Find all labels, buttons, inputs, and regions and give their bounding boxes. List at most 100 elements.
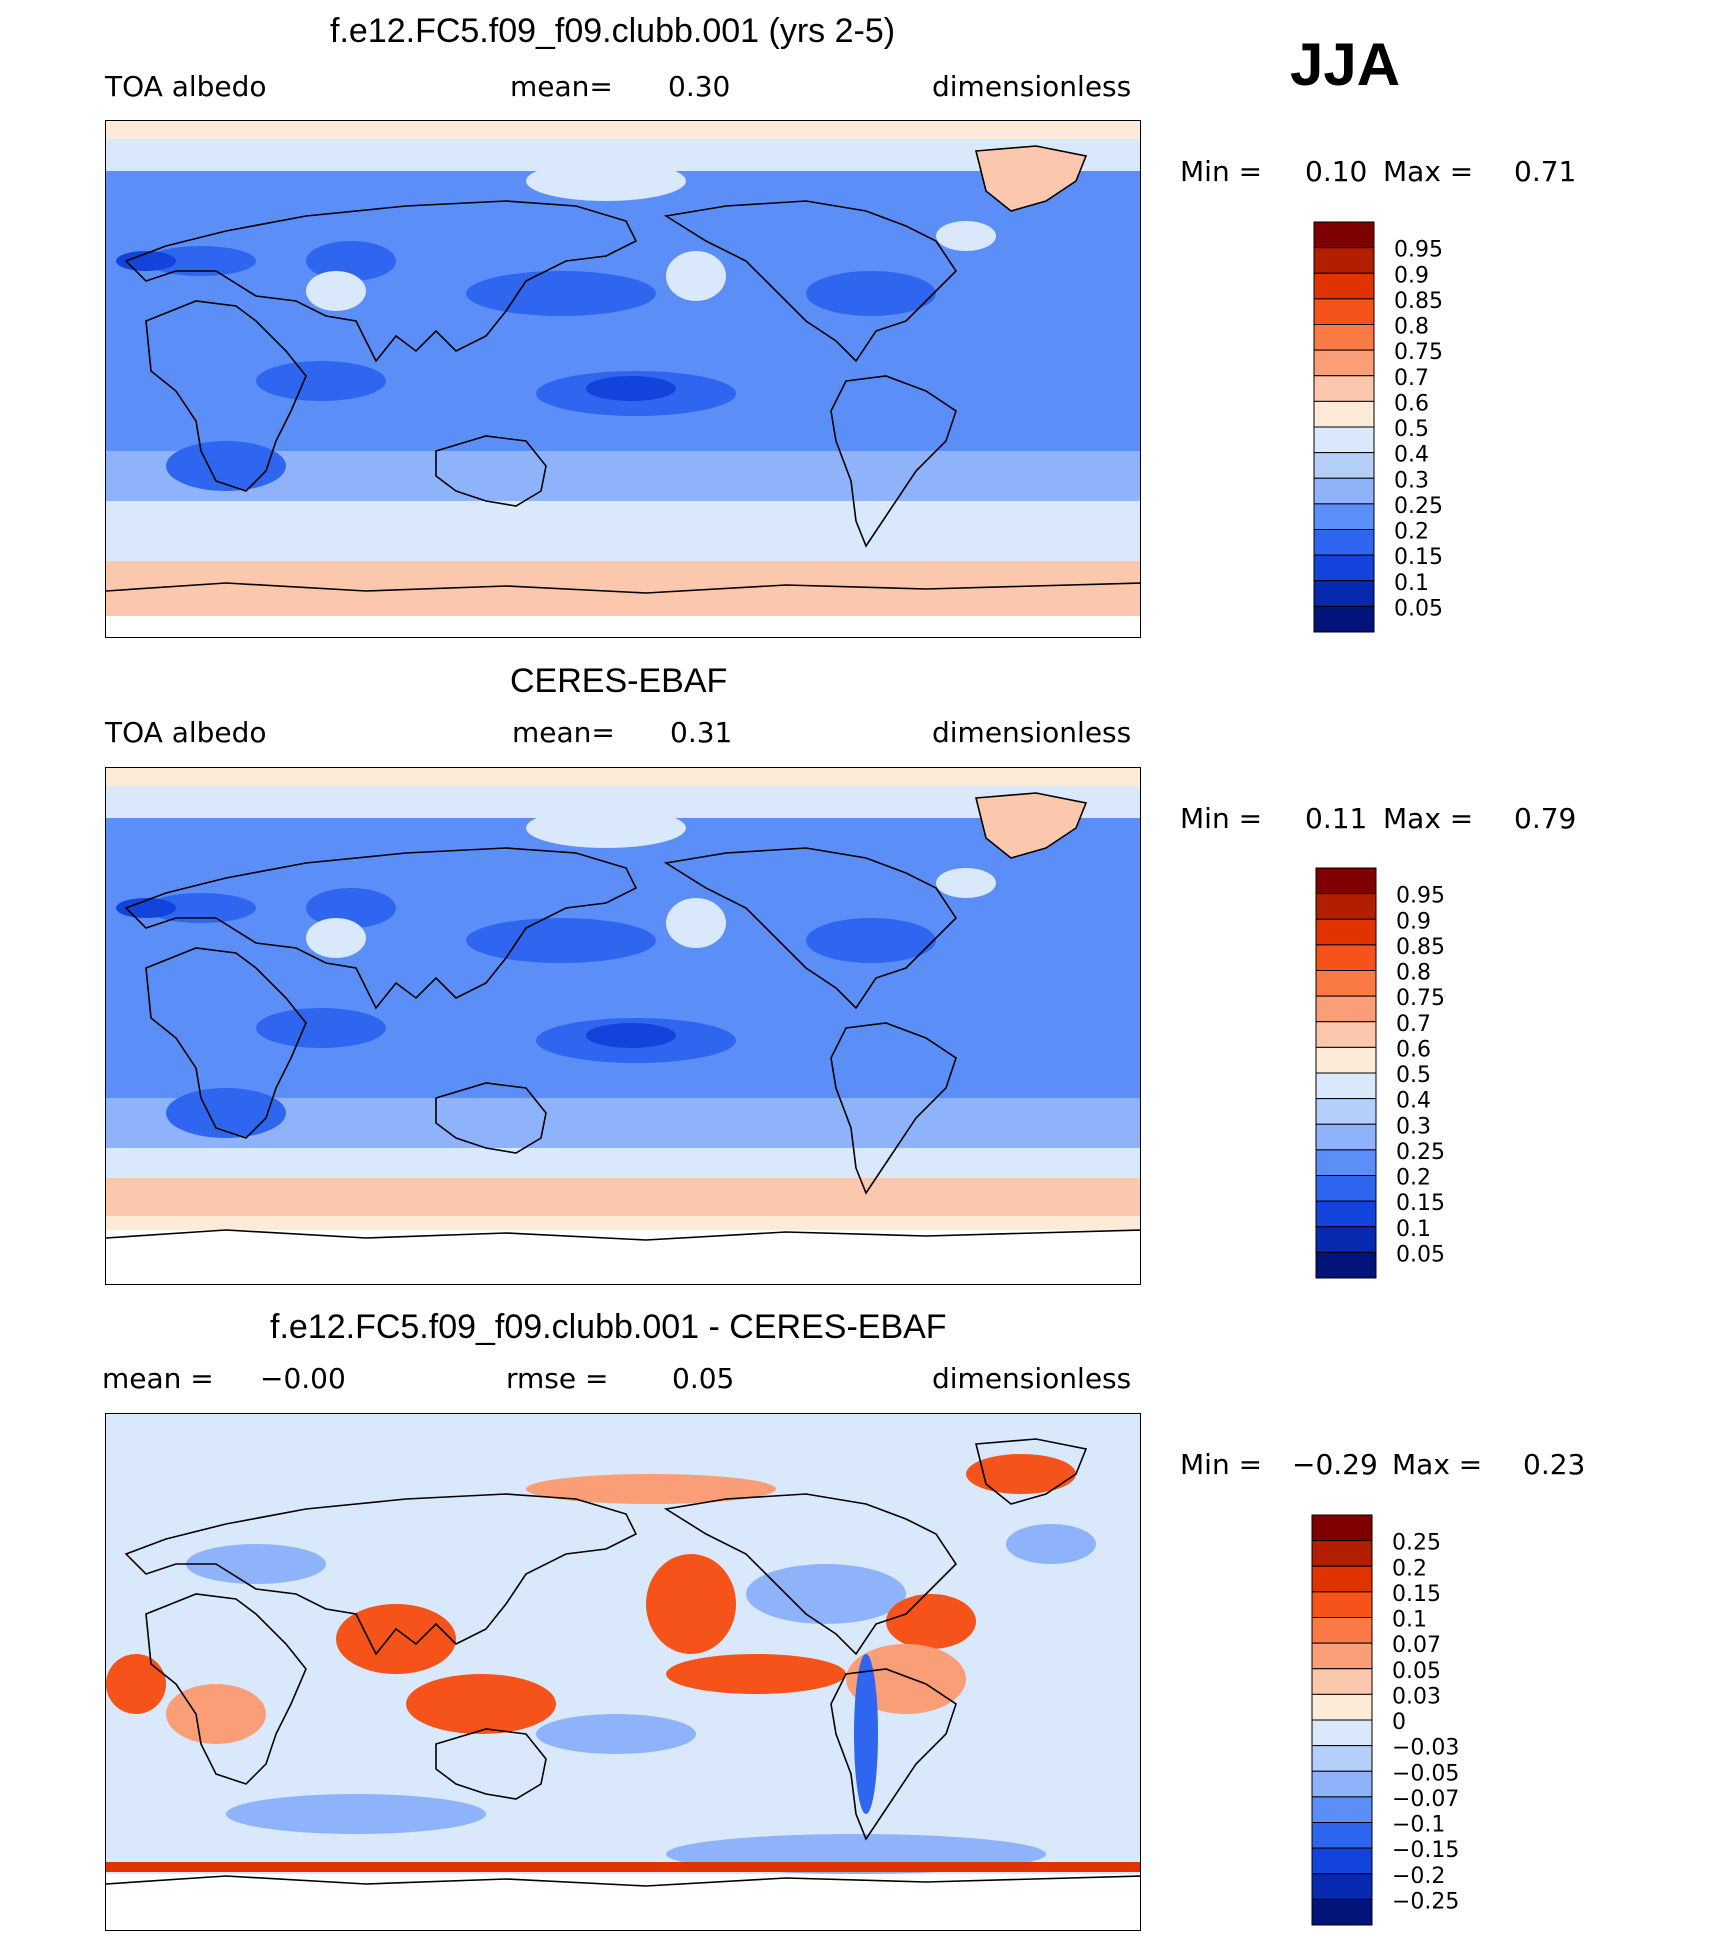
panel1-min-value: 0.10 <box>1305 155 1368 188</box>
colorbar-tick-label: 0.25 <box>1394 494 1443 519</box>
low-albedo-region <box>256 361 386 401</box>
panel1-max-label: Max = <box>1383 155 1474 188</box>
colorbar-tick-label: 0.6 <box>1396 1037 1431 1062</box>
colorbar-tick-label: 0.1 <box>1396 1217 1431 1242</box>
negative-anomaly-region <box>746 1564 906 1624</box>
colorbar-tick-label: −0.05 <box>1392 1761 1459 1786</box>
colorbar-tick-label: 0.9 <box>1394 263 1429 288</box>
positive-anomaly-region <box>526 1474 776 1504</box>
southern-anomaly-strip <box>106 1862 1140 1872</box>
negative-anomaly-region <box>854 1654 878 1814</box>
latitude-band <box>106 501 1140 541</box>
colorbar-tick-label: 0.6 <box>1394 391 1429 416</box>
coastline <box>974 145 1088 212</box>
colorbar-tick-label: 0.25 <box>1392 1531 1441 1556</box>
high-albedo-region <box>936 868 996 898</box>
coastline <box>663 1493 958 1656</box>
panel3-max-value: 0.23 <box>1523 1448 1586 1481</box>
panel1-colorbar: 0.95 0.9 0.85 0.8 0.75 0.7 0.6 0.5 0.4 0.3 0.25 0.2… <box>1312 220 1652 640</box>
lowest-albedo-region <box>586 376 676 401</box>
low-albedo-region <box>146 246 256 276</box>
colorbar-tick-label: 0.4 <box>1396 1089 1431 1114</box>
colorbar-tick-label: 0.03 <box>1392 1684 1441 1709</box>
low-albedo-region <box>466 271 656 316</box>
colorbar-tick-label: 0.8 <box>1396 961 1431 986</box>
colorbar-swatch <box>1315 1226 1377 1253</box>
panel1-mean-value: 0.30 <box>668 70 731 103</box>
coastline <box>145 947 307 1139</box>
latitude-band <box>106 768 1140 786</box>
colorbar-swatch <box>1315 1021 1377 1048</box>
colorbar-tick-label: 0.2 <box>1396 1166 1431 1191</box>
colorbar-tick-label: −0.15 <box>1392 1838 1459 1863</box>
panel2-max-label: Max = <box>1383 802 1474 835</box>
missing-data-region <box>106 1874 1140 1930</box>
coastline <box>830 1668 957 1841</box>
colorbar-tick-label: 0 <box>1392 1710 1406 1735</box>
colorbar-swatch <box>1311 1719 1373 1747</box>
coastline <box>106 582 1140 594</box>
panel2-variable-label: TOA albedo <box>105 716 267 749</box>
low-albedo-region <box>146 893 256 923</box>
colorbar-swatch <box>1315 1123 1377 1151</box>
low-albedo-region <box>166 1088 286 1138</box>
colorbar-tick-label: 0.05 <box>1394 596 1443 621</box>
negative-anomaly-region <box>186 1544 326 1584</box>
colorbar-tick-label: 0.05 <box>1396 1242 1445 1267</box>
colorbar-tick-label: 0.4 <box>1394 443 1429 468</box>
colorbar-tick-label: 0.15 <box>1394 545 1443 570</box>
panel1-mean-label: mean= <box>510 70 613 103</box>
coastline <box>663 847 958 1010</box>
panel2-max-value: 0.79 <box>1514 802 1577 835</box>
panel3-map <box>105 1413 1141 1931</box>
high-albedo-region <box>666 251 726 301</box>
colorbar-swatch <box>1311 1770 1373 1798</box>
colorbar-swatch <box>1313 554 1375 582</box>
latitude-band <box>106 888 1140 1098</box>
positive-anomaly-region <box>106 1654 166 1714</box>
panel1-min-label: Min = <box>1180 155 1263 188</box>
colorbar-swatch <box>1313 247 1375 274</box>
coastline <box>830 1022 957 1195</box>
lowest-albedo-region <box>586 1023 676 1048</box>
colorbar-tick-label: 0.75 <box>1394 340 1443 365</box>
colorbar-swatch <box>1311 1693 1373 1721</box>
positive-anomaly-region <box>666 1654 846 1694</box>
panel3-rmse-label: rmse = <box>506 1362 609 1395</box>
colorbar-tick-label: 0.5 <box>1394 417 1429 442</box>
low-albedo-region <box>166 441 286 491</box>
colorbar-swatch <box>1311 1591 1373 1618</box>
coastline <box>145 300 307 492</box>
colorbar-tick-label: 0.85 <box>1396 935 1445 960</box>
colorbar-swatch <box>1315 1072 1377 1100</box>
colorbar-swatch <box>1313 426 1375 454</box>
colorbar-tick-label: 0.1 <box>1394 571 1429 596</box>
colorbar-tick-label: −0.2 <box>1392 1864 1445 1889</box>
low-albedo-region <box>256 1008 386 1048</box>
colorbar-swatch <box>1313 272 1375 300</box>
colorbar-swatch <box>1315 1149 1377 1176</box>
colorbar-swatch <box>1313 298 1375 325</box>
colorbar-tick-label: 0.25 <box>1396 1140 1445 1165</box>
colorbar-swatch <box>1315 1200 1377 1228</box>
colorbar-swatch <box>1311 1796 1373 1823</box>
panel2-units: dimensionless <box>932 716 1132 749</box>
positive-anomaly-region <box>336 1604 456 1674</box>
colorbar-swatch <box>1315 1098 1377 1125</box>
colorbar-tick-label: −0.1 <box>1392 1813 1445 1838</box>
colorbar-tick-label: 0.95 <box>1396 884 1445 909</box>
panel1-units: dimensionless <box>932 70 1132 103</box>
positive-anomaly-region <box>646 1554 736 1654</box>
panel2-mean-value: 0.31 <box>670 716 733 749</box>
colorbar-swatch <box>1311 1514 1373 1542</box>
colorbar-tick-label: 0.3 <box>1396 1114 1431 1139</box>
coastline <box>435 1082 547 1154</box>
panel3-min-label: Min = <box>1180 1448 1263 1481</box>
season-label: JJA <box>1290 31 1401 98</box>
colorbar-tick-label: 0.1 <box>1392 1608 1427 1633</box>
colorbar-swatch <box>1311 1540 1373 1567</box>
positive-anomaly-region <box>406 1674 556 1734</box>
low-albedo-region <box>306 888 396 928</box>
latitude-band <box>106 121 1140 139</box>
greenland-region <box>976 146 1086 211</box>
